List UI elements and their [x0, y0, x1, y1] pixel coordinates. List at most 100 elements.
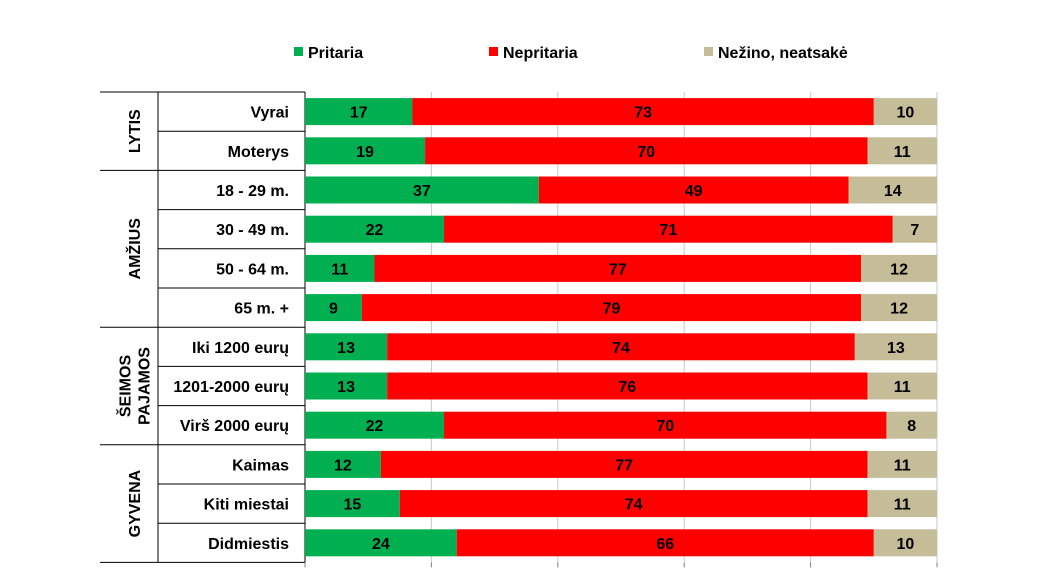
bar-0-7 — [305, 372, 388, 400]
bar-0-2 — [305, 176, 539, 204]
bar-0-11 — [305, 529, 457, 557]
bar-2-1 — [867, 137, 937, 165]
bar-2-10 — [867, 490, 937, 518]
bar-1-2 — [538, 176, 849, 204]
bar-2-6 — [854, 333, 937, 361]
data-label-2-6: 13 — [887, 340, 905, 357]
category-label-6: Iki 1200 eurų — [192, 340, 289, 357]
category-label-3: 30 - 49 m. — [216, 222, 289, 239]
bar-2-11 — [873, 529, 937, 557]
bar-1-9 — [380, 450, 868, 478]
legend-label-0: Pritaria — [308, 45, 363, 62]
category-label-10: Kiti miestai — [204, 497, 289, 514]
data-label-2-1: 11 — [894, 144, 911, 161]
data-label-2-9: 11 — [894, 457, 911, 474]
group-label-line-0-0: LYTIS — [127, 109, 144, 153]
data-label-2-2: 14 — [884, 183, 902, 200]
data-label-1-3: 71 — [660, 222, 678, 239]
legend-label-1: Nepritaria — [503, 45, 578, 62]
data-label-1-9: 77 — [615, 457, 633, 474]
bar-2-3 — [892, 215, 937, 243]
data-label-0-11: 24 — [372, 536, 390, 553]
group-label-0: LYTIS — [127, 109, 144, 153]
data-label-1-5: 79 — [603, 301, 621, 318]
data-label-2-0: 10 — [897, 105, 915, 122]
group-label-2: ŠEIMOS PAJAMOS — [116, 347, 154, 425]
data-label-2-7: 11 — [894, 379, 911, 396]
category-label-11: Didmiestis — [208, 536, 289, 553]
bar-0-1 — [305, 137, 426, 165]
bar-0-8 — [305, 411, 445, 439]
bar-2-8 — [886, 411, 937, 439]
bar-0-5 — [305, 294, 362, 322]
legend-swatch-0 — [294, 47, 303, 56]
category-labels: Vyrai Moterys 18 - 29 m. 30 - 49 m. 50 - 64 … — [116, 105, 290, 553]
data-label-1-11: 66 — [656, 536, 674, 553]
data-label-0-1: 19 — [356, 144, 374, 161]
data-label-0-8: 22 — [366, 418, 384, 435]
data-label-2-10: 11 — [894, 497, 911, 514]
data-label-0-4: 11 — [331, 261, 348, 278]
data-label-0-2: 37 — [413, 183, 431, 200]
gridlines — [430, 92, 938, 563]
category-label-7: 1201-2000 eurų — [173, 379, 289, 396]
bar-2-2 — [848, 176, 937, 204]
data-label-1-8: 70 — [656, 418, 674, 435]
bar-1-6 — [387, 333, 855, 361]
legend-swatch-1 — [489, 47, 498, 56]
data-label-2-4: 12 — [890, 261, 908, 278]
group-label-line-2-0: ŠEIMOS — [116, 355, 135, 418]
bar-0-0 — [305, 98, 413, 126]
bar-0-10 — [305, 490, 400, 518]
category-label-5: 65 m. + — [234, 301, 289, 318]
bar-1-0 — [412, 98, 874, 126]
data-label-2-3: 7 — [910, 222, 919, 239]
data-label-0-9: 12 — [334, 457, 352, 474]
data-label-1-7: 76 — [618, 379, 636, 396]
bar-2-5 — [861, 294, 937, 322]
bar-2-4 — [861, 254, 937, 282]
legend: Pritaria Nepritaria Nežino, neatsakė — [294, 45, 848, 62]
data-label-1-0: 73 — [634, 105, 652, 122]
category-label-2: 18 - 29 m. — [216, 183, 289, 200]
group-label-line-2-1: PAJAMOS — [137, 347, 154, 425]
category-label-4: 50 - 64 m. — [216, 261, 289, 278]
data-label-0-7: 13 — [337, 379, 355, 396]
category-label-0: Vyrai — [250, 105, 289, 122]
data-label-2-11: 10 — [897, 536, 915, 553]
bars: 17 73 10 19 70 11 37 49 14 22 71 7 11 77 12 9 79 12 13 74 13… — [305, 98, 937, 557]
data-label-0-3: 22 — [366, 222, 384, 239]
group-label-line-1-0: AMŽIUS — [125, 218, 144, 280]
bar-1-8 — [444, 411, 887, 439]
data-label-2-5: 12 — [890, 301, 908, 318]
data-label-0-6: 13 — [337, 340, 355, 357]
bar-1-10 — [399, 490, 868, 518]
bar-1-11 — [456, 529, 874, 557]
bar-1-3 — [444, 215, 893, 243]
bar-2-7 — [867, 372, 937, 400]
data-label-1-4: 77 — [609, 261, 627, 278]
data-label-1-1: 70 — [637, 144, 655, 161]
bar-1-1 — [425, 137, 868, 165]
data-label-1-2: 49 — [685, 183, 703, 200]
group-label-3: GYVENA — [127, 469, 144, 537]
bar-1-5 — [361, 294, 862, 322]
legend-swatch-2 — [704, 47, 713, 56]
data-label-0-0: 17 — [350, 105, 368, 122]
category-label-1: Moterys — [228, 144, 289, 161]
bar-0-6 — [305, 333, 388, 361]
bar-2-0 — [873, 98, 937, 126]
chart-frame — [100, 91, 938, 568]
bar-1-7 — [387, 372, 868, 400]
bar-0-3 — [305, 215, 445, 243]
data-label-0-5: 9 — [329, 301, 338, 318]
legend-label-2: Nežino, neatsakė — [718, 45, 848, 62]
category-label-8: Virš 2000 eurų — [180, 418, 289, 435]
data-label-1-6: 74 — [612, 340, 630, 357]
data-label-2-8: 8 — [907, 418, 916, 435]
bar-2-9 — [867, 450, 937, 478]
category-label-9: Kaimas — [232, 457, 289, 474]
data-label-0-10: 15 — [344, 497, 362, 514]
bar-0-9 — [305, 450, 381, 478]
